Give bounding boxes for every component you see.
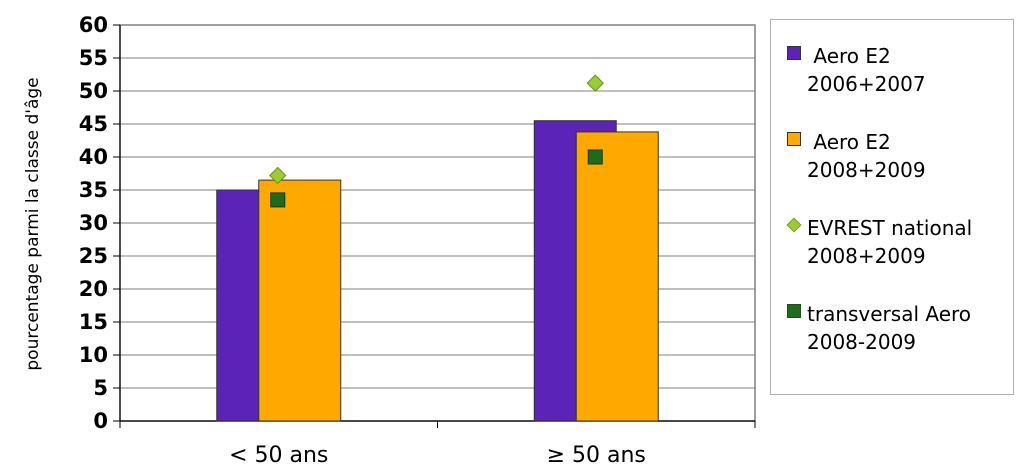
y-axis-label: pourcentage parmi la classe d'âge (23, 77, 43, 370)
diamond-marker (586, 74, 604, 92)
y-tick-label: 10 (79, 343, 108, 367)
legend-label: Aero E2 2008+2009 (807, 130, 926, 182)
y-tick-label: 15 (79, 310, 108, 334)
x-tick-label: < 50 ans (229, 443, 328, 468)
y-tick-label: 40 (79, 145, 108, 169)
y-tick-label: 55 (79, 46, 108, 70)
chart: 0 5 10 15 20 25 30 35 40 45 50 55 60 < 50 ans ≥ 50 ans… (23, 13, 756, 468)
diamond-marker (269, 166, 287, 185)
swatch-icon (787, 132, 801, 146)
square-marker (587, 149, 603, 165)
bar (575, 131, 659, 422)
x-tick-label: ≥ 50 ans (547, 443, 646, 468)
diamond-icon (786, 217, 802, 233)
y-tick-label: 35 (79, 178, 108, 202)
y-tick-label: 5 (93, 376, 108, 400)
y-tick-label: 60 (79, 13, 108, 37)
y-tick-label: 45 (79, 112, 108, 136)
legend-label: EVREST national 2008+2009 (807, 216, 973, 268)
plot-area: 0 5 10 15 20 25 30 35 40 45 50 55 60 < 50 ans ≥ 50 ans (79, 13, 756, 468)
legend-label: Aero E2 2006+2007 (807, 44, 926, 96)
square-marker (270, 192, 286, 208)
bar (258, 179, 342, 422)
y-tick-label: 50 (79, 79, 108, 103)
y-tick-label: 0 (93, 409, 108, 433)
y-tick-label: 20 (79, 277, 108, 301)
y-tick-label: 30 (79, 211, 108, 235)
legend: Aero E2 2006+2007 Aero E2 2008+2009 EVRES… (770, 19, 1014, 395)
legend-label: transversal Aero 2008-2009 (807, 302, 972, 354)
swatch-icon (787, 46, 801, 60)
square-icon (787, 304, 801, 318)
y-tick-label: 25 (79, 244, 108, 268)
